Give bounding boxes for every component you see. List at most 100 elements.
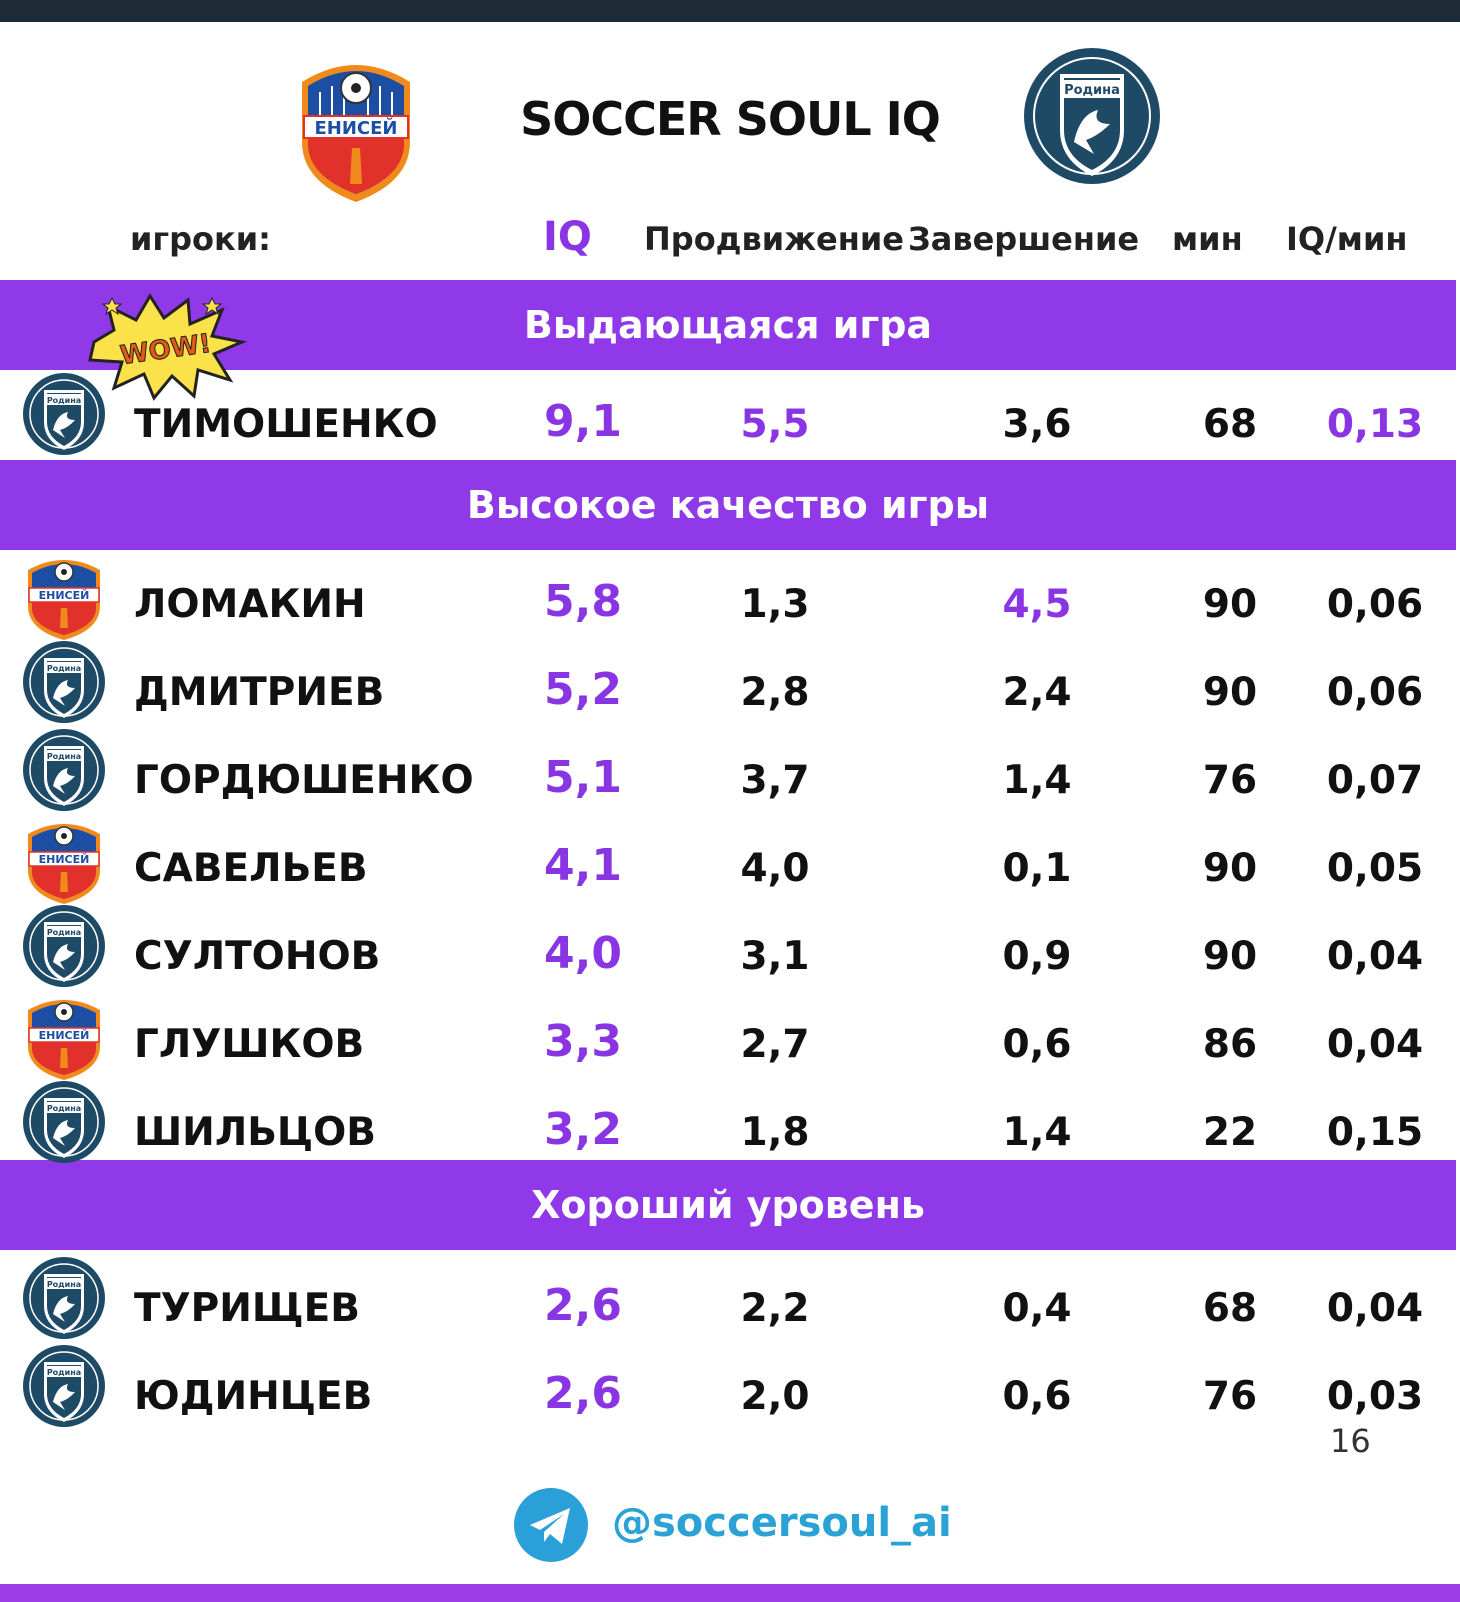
rodina-emblem-icon: Родина	[22, 1080, 106, 1164]
svg-text:ЕНИСЕЙ: ЕНИСЕЙ	[39, 1029, 90, 1042]
table-row: ЕНИСЕЙ САВЕЛЬЕВ 4,1 4,0 0,1 90 0,05	[0, 816, 1460, 904]
col-iq: IQ	[543, 214, 592, 260]
table-row: Родина ДМИТРИЕВ 5,2 2,8 2,4 90 0,06	[0, 640, 1460, 728]
col-iq-per-min: IQ/мин	[1286, 220, 1408, 258]
top-bar	[0, 0, 1460, 22]
advance-value: 4,0	[740, 846, 810, 891]
finish-value: 0,6	[1002, 1374, 1072, 1419]
finish-value: 3,6	[1002, 402, 1072, 447]
iq-value: 2,6	[544, 1280, 622, 1331]
col-advance: Продвижение	[644, 220, 904, 258]
player-name: ЮДИНЦЕВ	[134, 1374, 373, 1419]
section-band-outstanding: Выдающаяся игра	[0, 280, 1456, 370]
iq-per-min-value: 0,04	[1326, 934, 1424, 979]
svg-text:ЕНИСЕЙ: ЕНИСЕЙ	[39, 589, 90, 602]
minutes-value: 22	[1202, 1110, 1258, 1155]
player-name: ТИМОШЕНКО	[134, 402, 438, 447]
player-name: ГЛУШКОВ	[134, 1022, 365, 1067]
table-row: ЕНИСЕЙ ЛОМАКИН 5,8 1,3 4,5 90 0,06	[0, 552, 1460, 640]
finish-value: 0,9	[1002, 934, 1072, 979]
svg-text:ЕНИСЕЙ: ЕНИСЕЙ	[315, 117, 398, 139]
minutes-value: 90	[1202, 582, 1258, 627]
table-row: Родина ТУРИЩЕВ 2,6 2,2 0,4 68 0,04	[0, 1256, 1460, 1344]
iq-value: 3,3	[544, 1016, 622, 1067]
advance-value: 1,3	[740, 582, 810, 627]
finish-value: 0,6	[1002, 1022, 1072, 1067]
finish-value: 4,5	[1002, 582, 1072, 627]
player-name: САВЕЛЬЕВ	[134, 846, 368, 891]
finish-value: 1,4	[1002, 758, 1072, 803]
minutes-value: 68	[1202, 1286, 1258, 1331]
iq-value: 5,2	[544, 664, 622, 715]
finish-value: 0,1	[1002, 846, 1072, 891]
advance-value: 3,1	[740, 934, 810, 979]
iq-value: 2,6	[544, 1368, 622, 1419]
finish-value: 2,4	[1002, 670, 1072, 715]
table-row: Родина ГОРДЮШЕНКО 5,1 3,7 1,4 76 0,07	[0, 728, 1460, 816]
svg-text:WOW!: WOW!	[118, 329, 213, 371]
iq-value: 4,1	[544, 840, 622, 891]
player-name: ГОРДЮШЕНКО	[134, 758, 474, 803]
table-row: Родина ЮДИНЦЕВ 2,6 2,0 0,6 76 0,03	[0, 1344, 1460, 1432]
enisey-emblem-icon: ЕНИСЕЙ	[22, 992, 106, 1080]
iq-per-min-value: 0,06	[1326, 670, 1424, 715]
iq-value: 5,1	[544, 752, 622, 803]
minutes-value: 90	[1202, 670, 1258, 715]
bottom-bar	[0, 1584, 1460, 1602]
rodina-emblem-icon: Родина	[22, 1256, 106, 1340]
table-row: Родина СУЛТОНОВ 4,0 3,1 0,9 90 0,04	[0, 904, 1460, 992]
advance-value: 5,5	[740, 402, 810, 447]
rodina-logo: Родина	[1024, 48, 1160, 184]
iq-value: 5,8	[544, 576, 622, 627]
rodina-emblem-icon: Родина	[22, 904, 106, 988]
enisey-logo: ЕНИСЕЙ	[302, 65, 410, 202]
advance-value: 2,8	[740, 670, 810, 715]
rodina-emblem-icon: Родина	[22, 1344, 106, 1428]
minutes-value: 68	[1202, 402, 1258, 447]
advance-value: 2,2	[740, 1286, 810, 1331]
iq-per-min-value: 0,06	[1326, 582, 1424, 627]
svg-text:Родина: Родина	[47, 928, 81, 937]
minutes-value: 76	[1202, 1374, 1258, 1419]
page-title: SOCCER SOUL IQ	[520, 92, 941, 146]
advance-value: 3,7	[740, 758, 810, 803]
finish-value: 0,4	[1002, 1286, 1072, 1331]
player-name: ШИЛЬЦОВ	[134, 1110, 376, 1155]
advance-value: 2,0	[740, 1374, 810, 1419]
table-row: ЕНИСЕЙ ГЛУШКОВ 3,3 2,7 0,6 86 0,04	[0, 992, 1460, 1080]
telegram-icon[interactable]	[514, 1488, 588, 1562]
col-players: игроки:	[130, 220, 271, 258]
col-min: мин	[1172, 220, 1243, 258]
iq-per-min-value: 0,15	[1326, 1110, 1424, 1155]
section-band-good-level: Хороший уровень	[0, 1160, 1456, 1250]
iq-per-min-value: 0,04	[1326, 1022, 1424, 1067]
col-finish: Завершение	[908, 220, 1140, 258]
advance-value: 1,8	[740, 1110, 810, 1155]
rodina-emblem-icon: Родина	[22, 372, 106, 456]
iq-per-min-value: 0,05	[1326, 846, 1424, 891]
minutes-value: 90	[1202, 934, 1258, 979]
iq-value: 4,0	[544, 928, 622, 979]
player-name: ЛОМАКИН	[134, 582, 366, 627]
svg-text:Родина: Родина	[47, 664, 81, 673]
player-name: ДМИТРИЕВ	[134, 670, 385, 715]
svg-text:ЕНИСЕЙ: ЕНИСЕЙ	[39, 853, 90, 866]
minutes-value: 90	[1202, 846, 1258, 891]
table-row: Родина ТИМОШЕНКО 9,1 5,5 3,6 68 0,13	[0, 372, 1460, 460]
section-band-high-quality: Высокое качество игры	[0, 460, 1456, 550]
enisey-emblem-icon: ЕНИСЕЙ	[22, 816, 106, 904]
iq-per-min-value: 0,07	[1326, 758, 1424, 803]
iq-per-min-value: 0,13	[1326, 402, 1424, 447]
svg-text:Родина: Родина	[47, 396, 81, 405]
player-name: СУЛТОНОВ	[134, 934, 381, 979]
minutes-value: 86	[1202, 1022, 1258, 1067]
player-name: ТУРИЩЕВ	[134, 1286, 360, 1331]
rodina-emblem-icon: Родина	[22, 728, 106, 812]
finish-value: 1,4	[1002, 1110, 1072, 1155]
advance-value: 2,7	[740, 1022, 810, 1067]
iq-per-min-value: 0,03	[1326, 1374, 1424, 1419]
telegram-handle[interactable]: @soccersoul_ai	[612, 1500, 952, 1546]
svg-text:Родина: Родина	[47, 752, 81, 761]
iq-value: 9,1	[544, 396, 622, 447]
iq-per-min-value: 0,04	[1326, 1286, 1424, 1331]
